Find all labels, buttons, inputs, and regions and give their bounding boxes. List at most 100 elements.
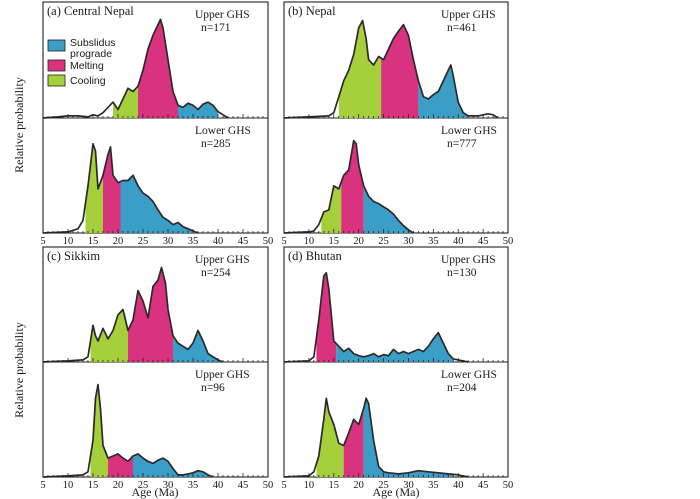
subplot-label: Upper GHS: [195, 9, 250, 21]
x-tick-label: 30: [403, 480, 414, 491]
phase-area-melting: [343, 408, 364, 477]
x-tick-label: 25: [138, 236, 149, 247]
legend-label-subsolidus-2: prograde: [70, 48, 112, 60]
probability-curve: [42, 142, 199, 234]
phase-area-cooling: [90, 309, 128, 362]
x-tick-label: 30: [163, 480, 174, 491]
subplot-n: n=285: [201, 138, 231, 150]
subplot-n: n=204: [447, 382, 477, 394]
subplot-label: Lower GHS: [441, 125, 497, 137]
legend-swatch-cooling: [47, 74, 66, 87]
x-tick-label: 45: [238, 480, 249, 491]
x-tick-label: 25: [138, 480, 149, 491]
x-tick-label: 15: [329, 480, 340, 491]
x-tick-label: 35: [188, 480, 199, 491]
x-tick-label: 30: [403, 236, 414, 247]
phase-area-cooling: [113, 86, 138, 118]
x-tick-label: 50: [503, 480, 514, 491]
x-tick-label: 40: [453, 236, 464, 247]
subplot-label: Upper GHS: [441, 9, 496, 21]
x-tick-label: 45: [238, 236, 249, 247]
x-tick-label: 20: [113, 480, 124, 491]
phase-area-subslidus-prograde: [173, 330, 223, 362]
x-tick-label: 25: [378, 236, 389, 247]
phase-area-subslidus-prograde: [363, 398, 454, 477]
phase-area-subslidus-prograde: [363, 185, 414, 233]
legend-label-melting: Melting: [70, 60, 104, 72]
x-tick-label: 15: [88, 236, 99, 247]
panel-title: (a) Central Nepal: [47, 4, 134, 18]
x-tick-label: 45: [478, 480, 489, 491]
x-tick-label: 25: [378, 480, 389, 491]
subplot-label: Lower GHS: [195, 125, 251, 137]
phase-area-cooling: [316, 398, 344, 477]
probability-curve: [42, 18, 229, 119]
subplot-label: Upper GHS: [195, 369, 250, 381]
ylabel-bottom: Relative probability: [12, 322, 26, 418]
probability-curve: [283, 139, 414, 234]
x-tick-label: 35: [428, 236, 439, 247]
panel-title: (c) Sikkim: [47, 249, 100, 263]
panel-title: (b) Nepal: [288, 4, 336, 18]
x-tick-label: 20: [353, 480, 364, 491]
phase-area-melting: [128, 267, 173, 362]
probability-curve: [283, 271, 469, 363]
x-tick-label: 40: [213, 480, 224, 491]
x-tick-label: 50: [503, 236, 514, 247]
subplot-n: n=461: [447, 22, 477, 34]
legend-label-cooling: Cooling: [70, 75, 106, 87]
probability-curve: [42, 266, 224, 363]
subplot-n: n=171: [201, 22, 231, 34]
legend: Subslidus prograde Melting Cooling: [47, 37, 116, 87]
x-tick-label: 5: [281, 236, 286, 247]
ylabel-top: Relative probability: [12, 77, 26, 173]
x-tick-label: 5: [40, 236, 45, 247]
x-tick-label: 50: [263, 236, 274, 247]
phase-area-melting: [316, 272, 337, 362]
xlabel-right: Age (Ma): [373, 485, 420, 499]
phase-area-cooling: [90, 384, 108, 477]
phase-area-cooling: [85, 143, 103, 233]
legend-swatch-melting: [47, 59, 66, 72]
subplot-label: Lower GHS: [441, 369, 497, 381]
panel-title: (d) Bhutan: [288, 249, 343, 263]
x-tick-label: 15: [329, 236, 340, 247]
x-tick-label: 45: [478, 236, 489, 247]
x-tick-label: 10: [304, 480, 315, 491]
phase-area-melting: [103, 146, 121, 233]
probability-curve: [283, 397, 469, 478]
x-tick-label: 15: [88, 480, 99, 491]
phase-area-cooling: [338, 20, 382, 118]
x-tick-label: 5: [281, 480, 286, 491]
phase-area-melting: [341, 140, 364, 233]
phase-area-subslidus-prograde: [418, 65, 469, 118]
subplot-label: Upper GHS: [441, 254, 496, 266]
xlabel-left: Age (Ma): [132, 485, 179, 499]
x-tick-label: 10: [63, 236, 74, 247]
phase-area-subslidus-prograde: [336, 332, 454, 362]
legend-swatch-subsolidus: [47, 39, 66, 52]
x-tick-label: 30: [163, 236, 174, 247]
x-tick-label: 20: [353, 236, 364, 247]
probability-curve: [42, 383, 214, 478]
subplot-n: n=777: [447, 138, 477, 150]
phase-area-melting: [108, 453, 133, 477]
x-tick-label: 35: [188, 236, 199, 247]
subplot-n: n=96: [201, 382, 225, 394]
phase-area-subslidus-prograde: [120, 175, 198, 233]
x-tick-label: 40: [453, 480, 464, 491]
phase-area-subslidus-prograde: [133, 453, 213, 477]
phase-area-cooling: [321, 182, 342, 233]
x-tick-label: 40: [213, 236, 224, 247]
x-tick-label: 20: [113, 236, 124, 247]
phase-area-melting: [138, 19, 178, 118]
probability-curve: [283, 19, 499, 119]
subplot-n: n=130: [447, 267, 477, 279]
legend-label-subsolidus: Subslidus: [70, 37, 116, 49]
x-tick-label: 50: [263, 480, 274, 491]
